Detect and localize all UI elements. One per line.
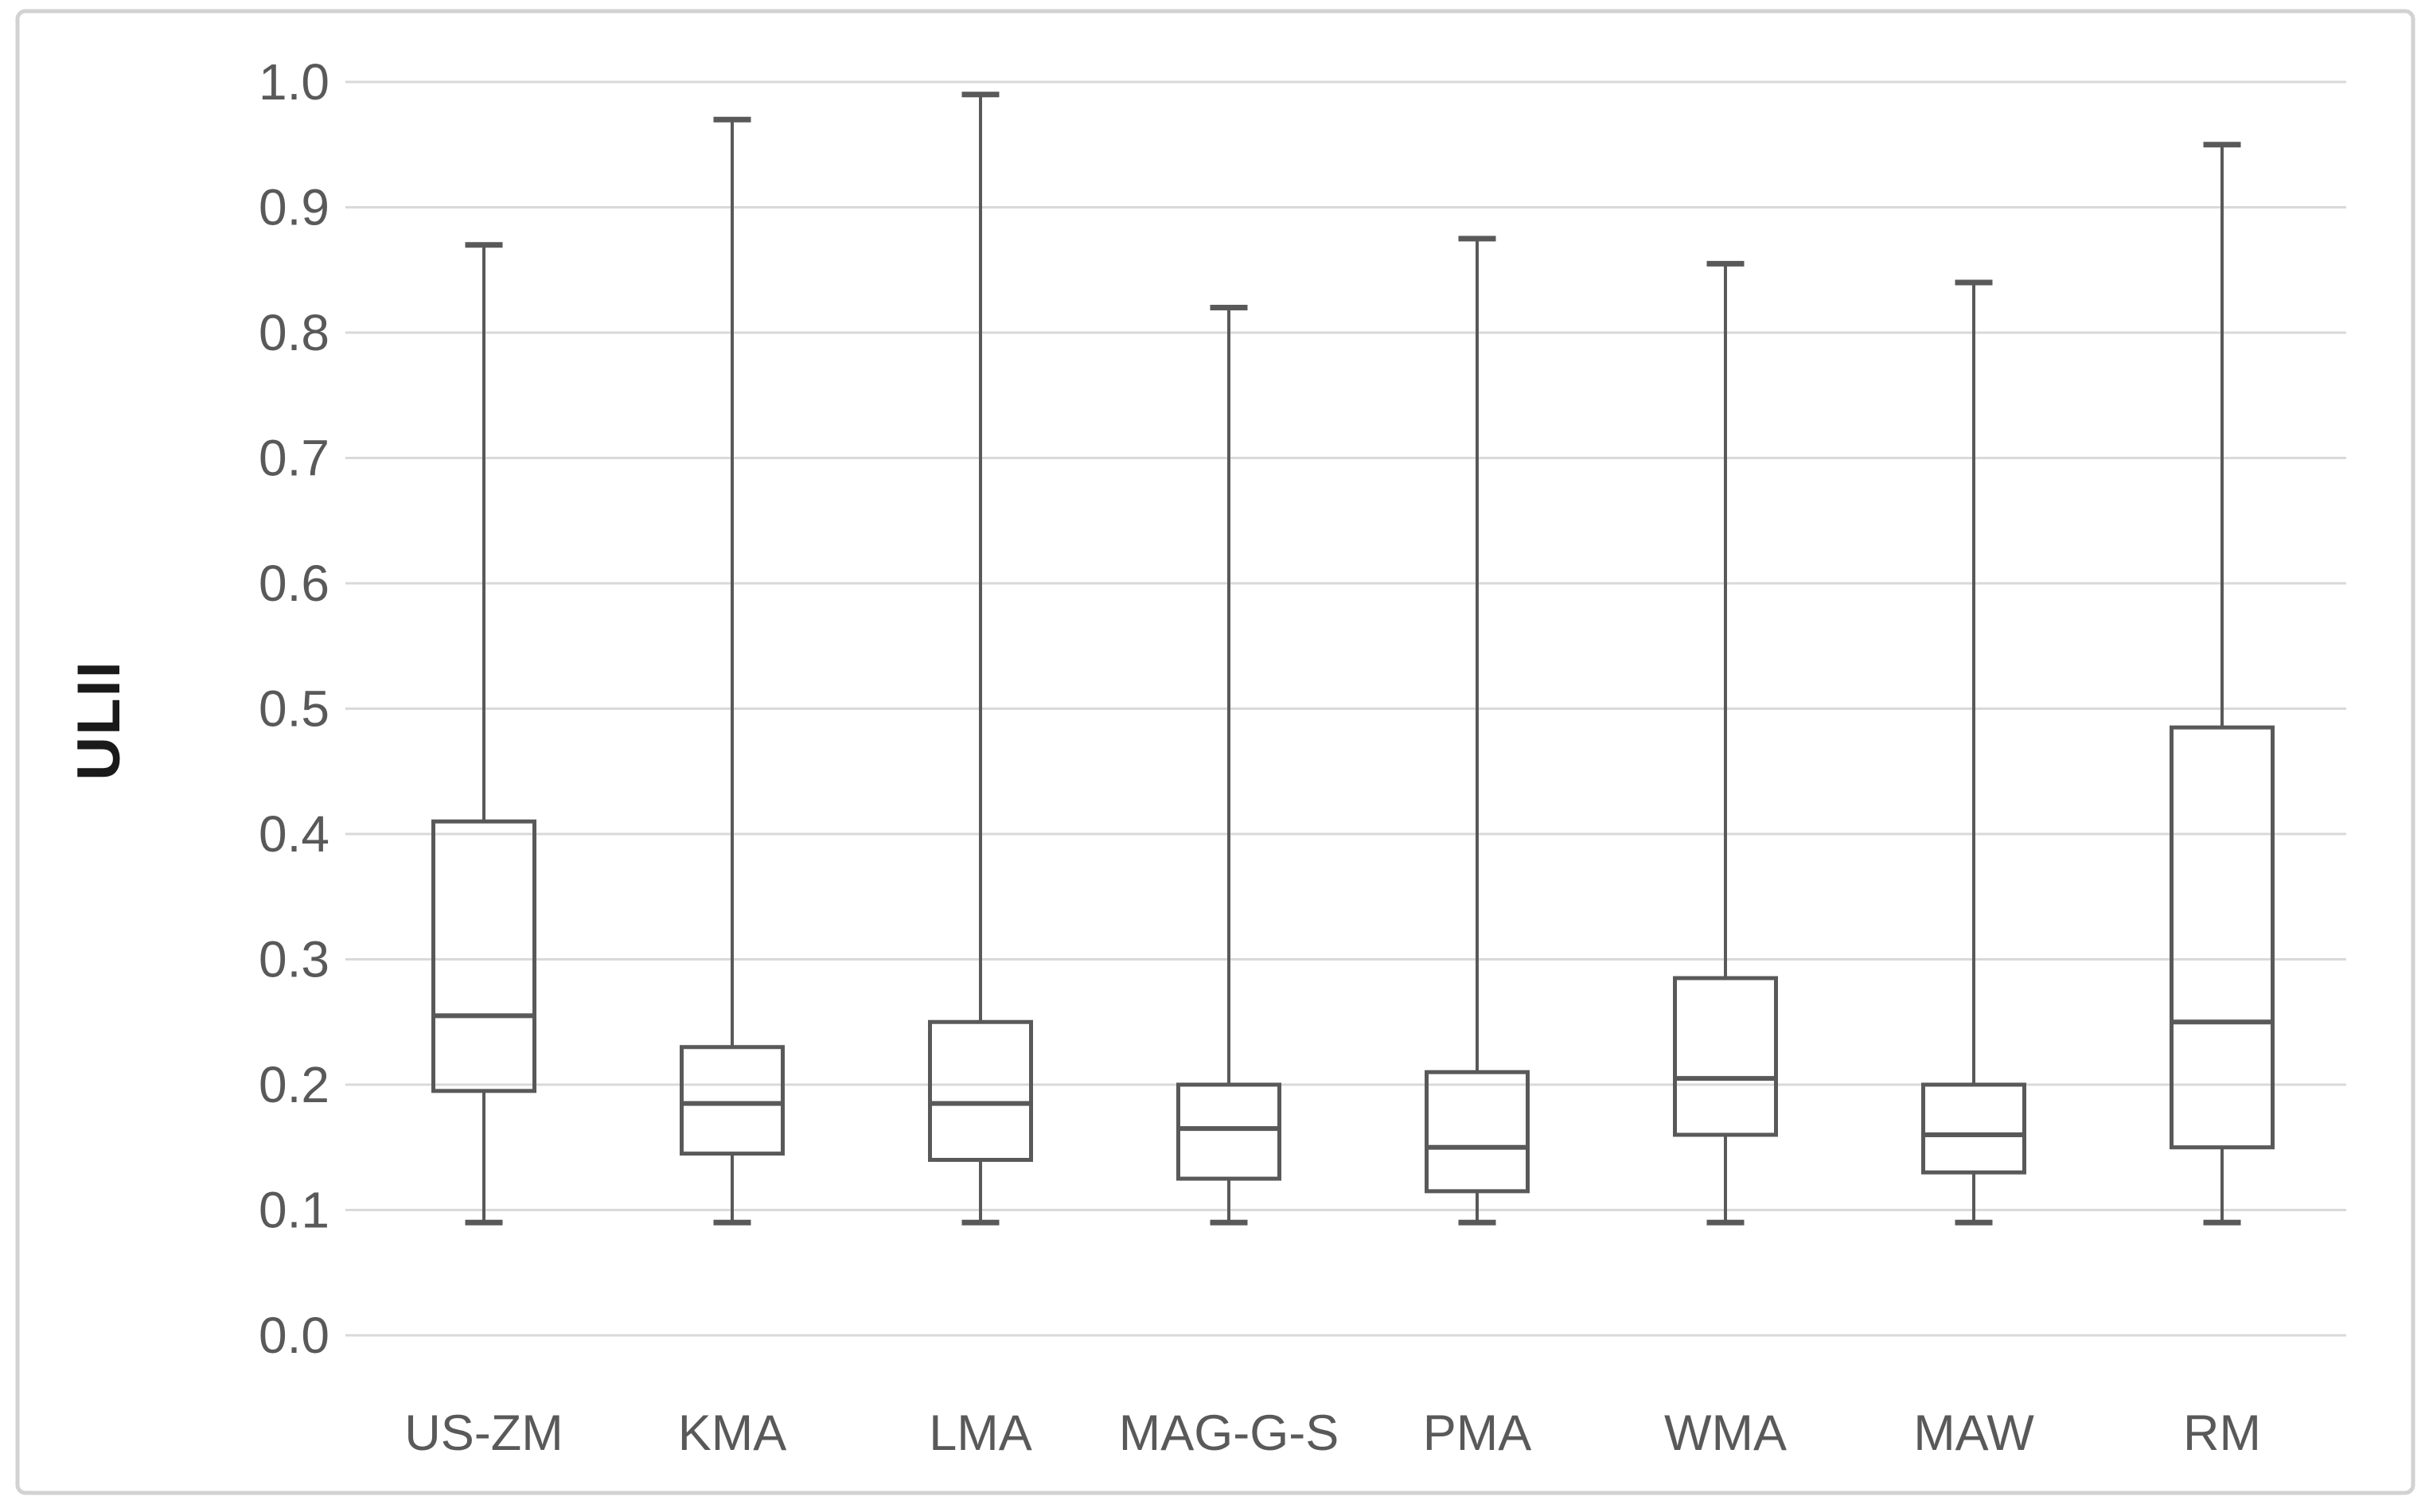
y-axis-title: ULII <box>65 660 133 781</box>
y-tick-label: 0.8 <box>259 304 329 361</box>
box-lma <box>928 92 1033 1226</box>
y-tick-label: 0.6 <box>259 555 329 612</box>
gridline-layer <box>345 80 2346 1337</box>
iqr-box <box>1673 976 1778 1137</box>
y-tick-label: 0.2 <box>259 1056 329 1113</box>
figure-frame <box>15 9 2415 1495</box>
iqr-box <box>928 1019 1033 1162</box>
box-kma <box>680 116 785 1226</box>
boxplot-layer <box>431 92 2275 1226</box>
iqr-box <box>1176 1082 1281 1181</box>
y-tick-label: 0.3 <box>259 931 329 988</box>
y-tick-label: 1.0 <box>259 53 329 111</box>
iqr-box <box>431 819 536 1093</box>
iqr-box <box>680 1045 785 1156</box>
box-wma <box>1673 260 1778 1226</box>
box-us-zm <box>431 242 536 1226</box>
y-tick-label: 0.4 <box>259 805 329 863</box>
box-rm <box>2170 142 2275 1226</box>
y-tick-label: 0.1 <box>259 1182 329 1239</box>
iqr-box <box>1425 1070 1530 1194</box>
iqr-box <box>2170 725 2275 1150</box>
box-maw <box>1921 279 2026 1226</box>
x-category-label: MAG-G-S <box>1119 1405 1339 1461</box>
y-tick-label: 0.5 <box>259 680 329 738</box>
x-category-label: PMA <box>1423 1405 1532 1461</box>
box-mag-g-s <box>1176 305 1281 1226</box>
x-category-label: MAW <box>1913 1405 2034 1461</box>
box-pma <box>1425 236 1530 1226</box>
iqr-box <box>1921 1082 2026 1175</box>
y-tick-label: 0.9 <box>259 179 329 236</box>
x-category-label: WMA <box>1664 1405 1787 1461</box>
x-category-label: LMA <box>929 1405 1032 1461</box>
y-tick-label: 0.7 <box>259 430 329 487</box>
axis-label-layer: 0.0 0.1 0.2 0.3 0.4 0.5 0.6 0.7 0.8 0.9 1.0 US-ZM KM… <box>259 53 2261 1461</box>
x-category-label: KMA <box>678 1405 787 1461</box>
x-category-label: US-ZM <box>404 1405 563 1461</box>
x-category-label: RM <box>2183 1405 2261 1461</box>
y-tick-label: 0.0 <box>259 1307 329 1364</box>
